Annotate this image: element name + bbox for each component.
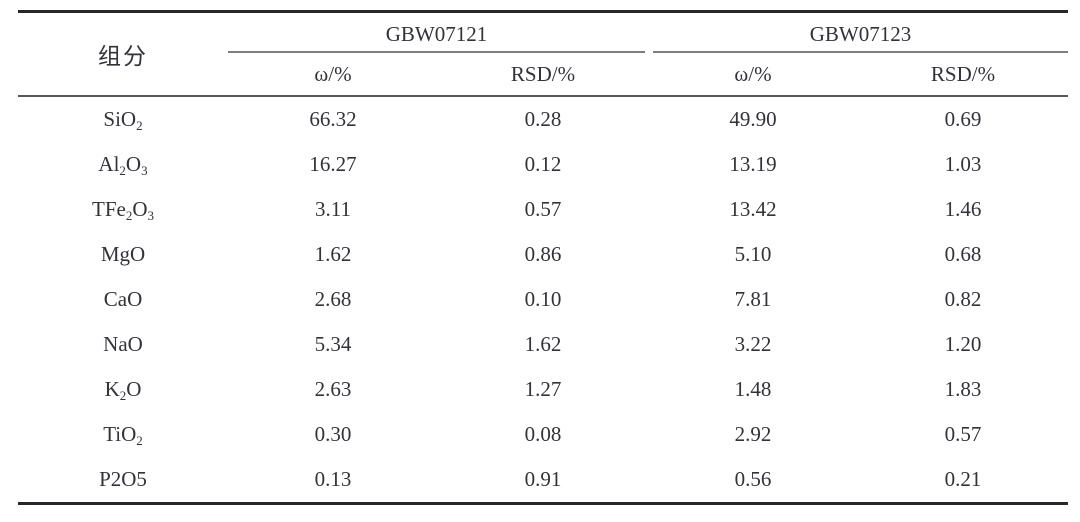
value-cell: 0.08 — [524, 422, 562, 446]
component-formula: P2O5 — [99, 467, 147, 491]
value-cell: 0.56 — [734, 467, 772, 491]
value-cell: 1.83 — [944, 377, 982, 401]
value-cell: 1.20 — [944, 332, 982, 356]
value-cell: 1.46 — [944, 197, 982, 221]
value-cell: 0.21 — [944, 467, 982, 491]
component-formula: SiO2 — [103, 107, 143, 133]
table-row: MgO 1.62 0.86 5.10 0.68 — [18, 232, 1068, 277]
value-cell: 0.91 — [524, 467, 562, 491]
component-column-header: 组分 — [98, 44, 148, 69]
table-header: 组分 GBW07121 ω/% RSD/% GBW07123 ω/% RSD/% — [18, 13, 1068, 97]
value-cell: 1.62 — [524, 332, 562, 356]
value-cell: 49.90 — [729, 107, 777, 131]
value-cell: 1.48 — [734, 377, 772, 401]
value-cell: 0.68 — [944, 242, 982, 266]
component-formula: MgO — [100, 242, 146, 266]
table-row: TFe2O3 3.11 0.57 13.42 1.46 — [18, 187, 1068, 232]
value-cell: 1.62 — [314, 242, 352, 266]
value-cell: 5.34 — [314, 332, 352, 356]
group-label-gbw07123: GBW07123 — [653, 13, 1068, 53]
component-formula: NaO — [103, 332, 143, 356]
subheader-rsd-percent: RSD/% — [510, 62, 576, 86]
value-cell: 0.13 — [314, 467, 352, 491]
table-row: CaO 2.68 0.10 7.81 0.82 — [18, 277, 1068, 322]
value-cell: 0.82 — [944, 287, 982, 311]
subheader-row: ω/% RSD/% — [228, 53, 648, 95]
subheader-rsd-percent: RSD/% — [930, 62, 996, 86]
value-cell: 0.57 — [944, 422, 982, 446]
value-cell: 16.27 — [309, 152, 357, 176]
value-cell: 0.86 — [524, 242, 562, 266]
value-cell: 0.30 — [314, 422, 352, 446]
value-cell: 0.12 — [524, 152, 562, 176]
value-cell: 2.63 — [314, 377, 352, 401]
value-cell: 0.57 — [524, 197, 562, 221]
table-body: SiO2 66.32 0.28 49.90 0.69 Al2O3 16.27 0.12 13.1… — [18, 97, 1068, 502]
group-label-gbw07121: GBW07121 — [228, 13, 645, 53]
component-formula: TiO2 — [103, 422, 143, 448]
value-cell: 1.27 — [524, 377, 562, 401]
subheader-omega-percent: ω/% — [734, 62, 772, 86]
value-cell: 5.10 — [734, 242, 772, 266]
value-cell: 66.32 — [309, 107, 357, 131]
component-formula: K2O — [104, 377, 142, 403]
table-row: Al2O3 16.27 0.12 13.19 1.03 — [18, 142, 1068, 187]
table-row: NaO 5.34 1.62 3.22 1.20 — [18, 322, 1068, 367]
column-group-gbw07121: GBW07121 ω/% RSD/% — [228, 13, 648, 95]
table-row: TiO2 0.30 0.08 2.92 0.57 — [18, 412, 1068, 457]
table-row: P2O5 0.13 0.91 0.56 0.21 — [18, 457, 1068, 502]
value-cell: 3.11 — [315, 197, 351, 221]
component-formula: Al2O3 — [98, 152, 148, 178]
value-cell: 0.28 — [524, 107, 562, 131]
table-row: SiO2 66.32 0.28 49.90 0.69 — [18, 97, 1068, 142]
component-formula: CaO — [103, 287, 143, 311]
value-cell: 3.22 — [734, 332, 772, 356]
table-row: K2O 2.63 1.27 1.48 1.83 — [18, 367, 1068, 412]
value-cell: 2.92 — [734, 422, 772, 446]
value-cell: 1.03 — [944, 152, 982, 176]
column-group-gbw07123: GBW07123 ω/% RSD/% — [648, 13, 1068, 95]
value-cell: 0.69 — [944, 107, 982, 131]
component-formula: TFe2O3 — [92, 197, 154, 223]
value-cell: 13.42 — [729, 197, 777, 221]
value-cell: 13.19 — [729, 152, 777, 176]
value-cell: 7.81 — [734, 287, 772, 311]
value-cell: 2.68 — [314, 287, 352, 311]
subheader-omega-percent: ω/% — [314, 62, 352, 86]
value-cell: 0.10 — [524, 287, 562, 311]
reference-materials-table: 组分 GBW07121 ω/% RSD/% GBW07123 ω/% RSD/%… — [18, 10, 1068, 505]
subheader-row: ω/% RSD/% — [648, 53, 1068, 95]
